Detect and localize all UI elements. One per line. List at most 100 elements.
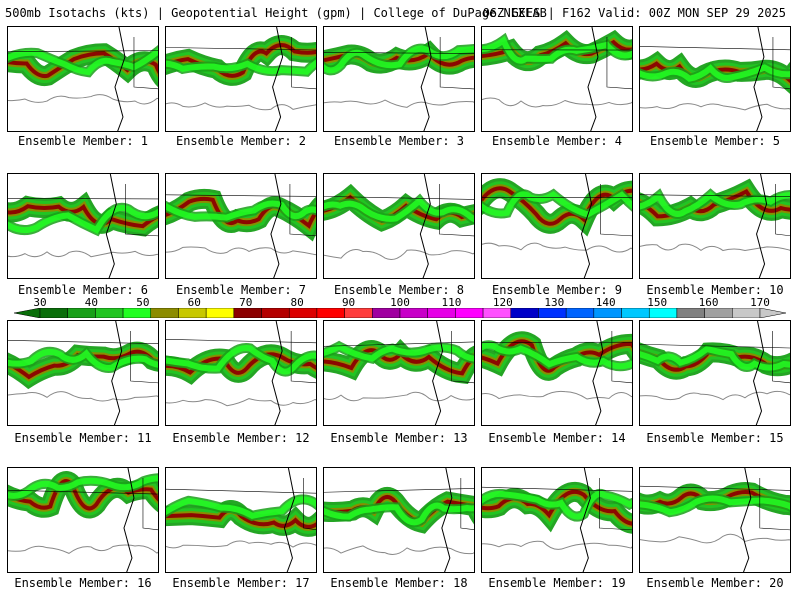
colorbar-swatch [372, 308, 401, 318]
isotach-colorbar: 30 40 50 60 70 80 90 100 110 120 130 140 150 160 170 [0, 296, 800, 320]
header-left-title: 500mb Isotachs (kts) | Geopotential Heig… [5, 6, 547, 20]
jet-stream-map [8, 321, 158, 425]
map-header: 500mb Isotachs (kts) | Geopotential Heig… [0, 0, 800, 24]
colorbar-swatch [150, 308, 179, 318]
jet-stream-map [640, 27, 790, 131]
ensemble-panel-19 [481, 467, 633, 573]
colorbar-strip [13, 308, 787, 318]
ensemble-panel-8 [323, 173, 475, 279]
colorbar-swatch [427, 308, 456, 318]
jet-stream-map [8, 174, 158, 278]
ensemble-member-label: Ensemble Member: 3 [333, 134, 465, 148]
jet-stream-map [324, 27, 474, 131]
colorbar-swatch [538, 308, 567, 318]
ensemble-member-label: Ensemble Member: 13 [330, 431, 468, 445]
colorbar-tick-label: 70 [239, 296, 253, 309]
colorbar-swatch [344, 308, 373, 318]
colorbar-tick-label: 80 [290, 296, 304, 309]
colorbar-swatch [205, 308, 235, 318]
ensemble-panel-7 [165, 173, 317, 279]
jet-stream-map [640, 321, 790, 425]
jet-stream-map [482, 174, 632, 278]
colorbar-swatch [510, 308, 539, 318]
colorbar-swatch [233, 308, 262, 318]
ensemble-panel-6 [7, 173, 159, 279]
jet-stream-map [640, 174, 790, 278]
colorbar-tick-label: 130 [544, 296, 565, 309]
ensemble-panel-13 [323, 320, 475, 426]
ensemble-member-label: Ensemble Member: 10 [646, 283, 784, 297]
colorbar-swatch [648, 308, 678, 318]
ensemble-member-label: Ensemble Member: 6 [17, 283, 149, 297]
jet-stream-map [324, 321, 474, 425]
ensemble-panel-1 [7, 26, 159, 132]
colorbar-tick-label: 160 [698, 296, 719, 309]
colorbar-swatch [593, 308, 622, 318]
ensemble-panel-3 [323, 26, 475, 132]
header-right-title: 06Z GEFS | F162 Valid: 00Z MON SEP 29 20… [482, 6, 786, 20]
colorbar-swatch [732, 308, 761, 318]
jet-stream-map [166, 27, 316, 131]
jet-stream-map [324, 174, 474, 278]
ensemble-panel-18 [323, 467, 475, 573]
ensemble-panel-16 [7, 467, 159, 573]
ensemble-member-label: Ensemble Member: 1 [17, 134, 149, 148]
ensemble-panel-17 [165, 467, 317, 573]
ensemble-member-label: Ensemble Member: 8 [333, 283, 465, 297]
ensemble-member-label: Ensemble Member: 5 [649, 134, 781, 148]
ensemble-panel-5 [639, 26, 791, 132]
colorbar-swatch [704, 308, 733, 318]
ensemble-panel-12 [165, 320, 317, 426]
ensemble-member-label: Ensemble Member: 12 [172, 431, 310, 445]
colorbar-tick-label: 60 [187, 296, 201, 309]
ensemble-member-label: Ensemble Member: 4 [491, 134, 623, 148]
colorbar-swatch [316, 308, 345, 318]
colorbar-tick-label: 120 [492, 296, 513, 309]
ensemble-member-label: Ensemble Member: 7 [175, 283, 307, 297]
colorbar-swatch [178, 308, 207, 318]
jet-stream-map [166, 174, 316, 278]
colorbar-tick-label: 90 [341, 296, 356, 309]
ensemble-member-label: Ensemble Member: 14 [488, 431, 626, 445]
colorbar-swatch [67, 308, 96, 318]
colorbar-tick-label: 110 [441, 296, 462, 309]
colorbar-tick-label: 140 [595, 296, 616, 309]
colorbar-tick-label: 30 [33, 296, 47, 309]
ensemble-panel-15 [639, 320, 791, 426]
jet-stream-map [8, 468, 158, 572]
ensemble-member-label: Ensemble Member: 16 [14, 576, 152, 590]
colorbar-swatch [95, 308, 124, 318]
jet-stream-map [482, 321, 632, 425]
jet-stream-map [482, 468, 632, 572]
jet-stream-map [324, 468, 474, 572]
colorbar-swatch [39, 308, 68, 318]
colorbar-swatch [455, 308, 484, 318]
colorbar-swatch [261, 308, 290, 318]
colorbar-tick-label: 100 [390, 296, 410, 309]
jet-stream-map [8, 27, 158, 131]
ensemble-member-label: Ensemble Member: 17 [172, 576, 310, 590]
ensemble-member-label: Ensemble Member: 9 [491, 283, 623, 297]
colorbar-swatch [565, 308, 595, 318]
ensemble-member-label: Ensemble Member: 19 [488, 576, 626, 590]
ensemble-panel-11 [7, 320, 159, 426]
ensemble-panel-14 [481, 320, 633, 426]
colorbar-swatch [621, 308, 650, 318]
ensemble-panel-20 [639, 467, 791, 573]
colorbar-high-arrow [759, 308, 787, 318]
colorbar-swatch [399, 308, 428, 318]
jet-stream-map [482, 27, 632, 131]
colorbar-tick-label: 40 [84, 296, 99, 309]
ensemble-panel-4 [481, 26, 633, 132]
colorbar-tick-label: 170 [750, 296, 770, 309]
colorbar-swatch [288, 308, 318, 318]
jet-stream-map [166, 321, 316, 425]
colorbar-swatch [676, 308, 705, 318]
colorbar-tick-label: 50 [136, 296, 150, 309]
ensemble-member-label: Ensemble Member: 18 [330, 576, 468, 590]
colorbar-low-arrow [13, 308, 41, 318]
ensemble-panel-10 [639, 173, 791, 279]
colorbar-tick-label: 150 [647, 296, 668, 309]
jet-stream-map [640, 468, 790, 572]
ensemble-member-label: Ensemble Member: 20 [646, 576, 784, 590]
